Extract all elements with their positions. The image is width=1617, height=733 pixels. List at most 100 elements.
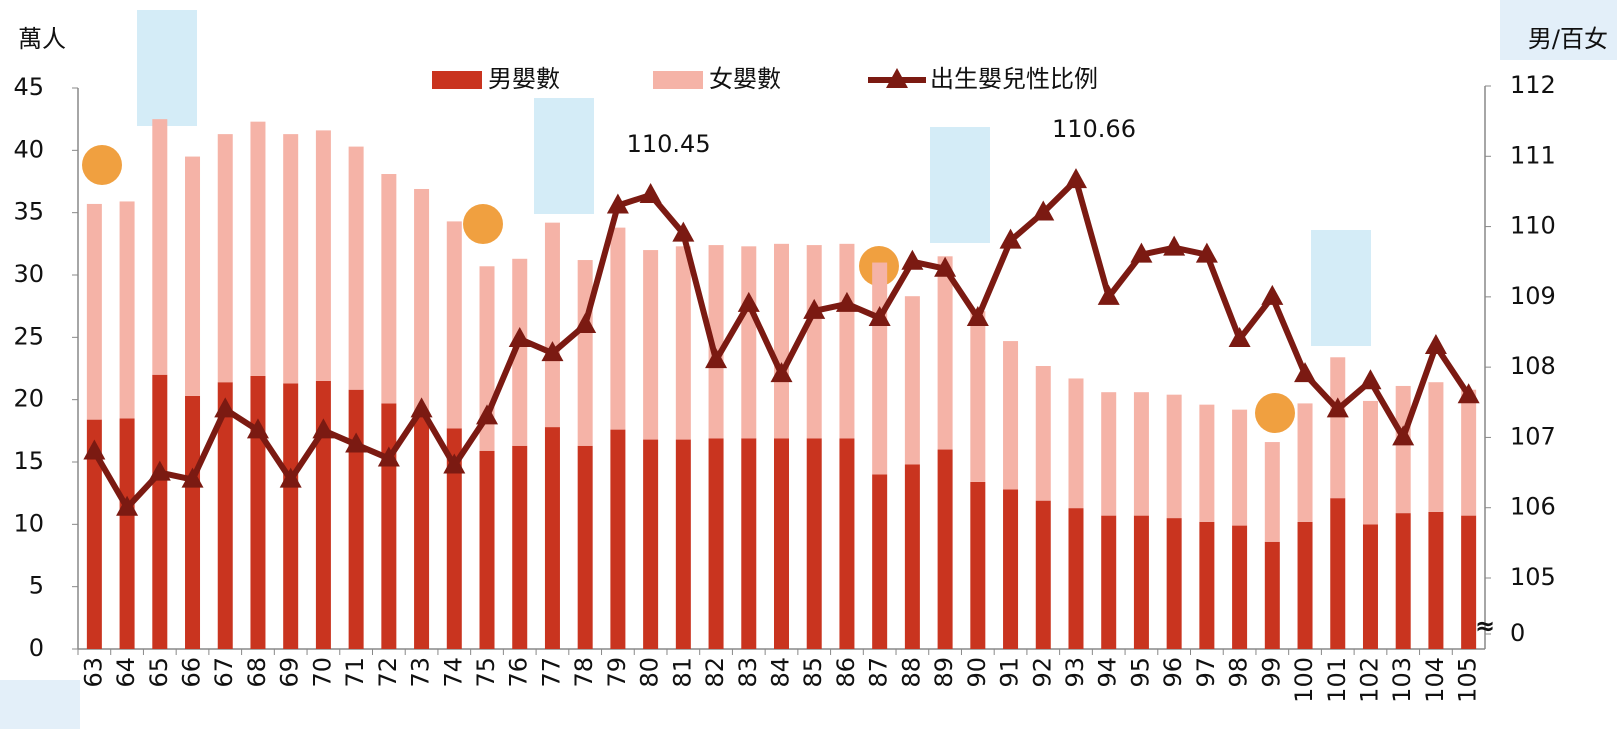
- legend-swatch: [432, 71, 482, 89]
- x-tick-label: 70: [308, 657, 336, 688]
- x-tick-label: 79: [603, 657, 631, 688]
- x-tick-label: 72: [374, 657, 402, 688]
- bar: [349, 147, 364, 390]
- bar: [807, 438, 822, 649]
- line-marker: [1425, 334, 1447, 354]
- line-marker: [836, 292, 858, 312]
- x-tick-label: 87: [865, 657, 893, 688]
- x-tick-label: 74: [439, 657, 467, 688]
- chart: 萬人 男/百女 05101520253035404501051061071081…: [0, 0, 1617, 729]
- legend-label: 男嬰數: [488, 65, 560, 93]
- bar: [1265, 542, 1280, 649]
- bar: [1134, 392, 1149, 515]
- x-tick-label: 83: [734, 657, 762, 688]
- bar: [1330, 498, 1345, 649]
- bar: [152, 375, 167, 649]
- bar: [1298, 403, 1313, 521]
- y-tick-label: 30: [13, 260, 44, 288]
- tiger-icon: [463, 204, 503, 244]
- x-tick-label: 76: [505, 657, 533, 688]
- bar: [1003, 489, 1018, 649]
- bar: [1068, 508, 1083, 649]
- y-tick-label: 40: [13, 135, 44, 163]
- bar: [1003, 341, 1018, 489]
- y2-tick-label: 112: [1510, 71, 1556, 99]
- x-tick-label: 100: [1290, 657, 1318, 703]
- bar: [1199, 405, 1214, 522]
- bar: [1298, 522, 1313, 649]
- y-tick-label: 0: [29, 634, 44, 662]
- line-marker: [509, 327, 531, 347]
- x-tick-label: 86: [832, 657, 860, 688]
- bar: [1396, 513, 1411, 649]
- x-tick-label: 65: [145, 657, 173, 688]
- x-tick-label: 68: [243, 657, 271, 688]
- y2-tick-label: 0: [1510, 619, 1525, 647]
- bar: [1428, 382, 1443, 512]
- bar: [807, 245, 822, 438]
- bar: [185, 157, 200, 396]
- x-tick-label: 101: [1323, 657, 1351, 703]
- bar: [120, 418, 135, 649]
- bar: [741, 246, 756, 438]
- line-marker: [1294, 362, 1316, 382]
- x-tick-label: 104: [1421, 657, 1449, 703]
- bar: [1167, 518, 1182, 649]
- x-tick-label: 81: [668, 657, 696, 688]
- bar: [610, 430, 625, 649]
- x-tick-label: 102: [1355, 657, 1383, 703]
- bar: [1101, 392, 1116, 515]
- y-tick-label: 45: [13, 73, 44, 101]
- bar: [1167, 395, 1182, 518]
- line-marker: [214, 397, 236, 417]
- bar: [643, 250, 658, 439]
- bar: [381, 403, 396, 649]
- bar: [872, 263, 887, 475]
- bar: [218, 134, 233, 382]
- bar: [1036, 366, 1051, 501]
- axis-break: ≈: [1475, 612, 1495, 640]
- bar: [1232, 410, 1247, 526]
- line-marker: [149, 461, 171, 481]
- background-corner: [0, 680, 80, 729]
- x-tick-label: 94: [1094, 657, 1122, 688]
- legend-label: 女嬰數: [709, 65, 781, 93]
- tiger-icon: [1255, 393, 1295, 433]
- bar: [970, 482, 985, 649]
- bar: [578, 446, 593, 649]
- bar: [316, 130, 331, 381]
- bar: [1330, 357, 1345, 498]
- x-tick-label: 92: [1028, 657, 1056, 688]
- bar: [872, 474, 887, 649]
- y2-tick-label: 110: [1510, 212, 1556, 240]
- data-label: 110.45: [627, 130, 711, 158]
- x-tick-label: 82: [701, 657, 729, 688]
- bar: [839, 244, 854, 438]
- x-tick-label: 67: [210, 657, 238, 688]
- bar: [1068, 378, 1083, 508]
- bar: [578, 260, 593, 446]
- bar: [1036, 501, 1051, 649]
- x-tick-label: 78: [570, 657, 598, 688]
- bar: [250, 376, 265, 649]
- bar: [1232, 526, 1247, 649]
- x-tick-label: 88: [897, 657, 925, 688]
- line-marker: [1065, 168, 1087, 188]
- bar: [250, 122, 265, 376]
- x-tick-label: 63: [79, 657, 107, 688]
- x-tick-label: 91: [996, 657, 1024, 688]
- y2-tick-label: 105: [1510, 563, 1556, 591]
- bar: [447, 221, 462, 428]
- y2-tick-label: 111: [1510, 141, 1556, 169]
- bar: [1428, 512, 1443, 649]
- bar: [1363, 524, 1378, 649]
- line-marker: [476, 404, 498, 424]
- dragon-icon: [1311, 230, 1371, 346]
- x-tick-label: 69: [276, 657, 304, 688]
- y-tick-label: 35: [13, 198, 44, 226]
- bar: [1396, 386, 1411, 513]
- y-tick-label: 15: [13, 447, 44, 475]
- x-tick-label: 71: [341, 657, 369, 688]
- bar: [938, 450, 953, 649]
- y2-tick-label: 106: [1510, 493, 1556, 521]
